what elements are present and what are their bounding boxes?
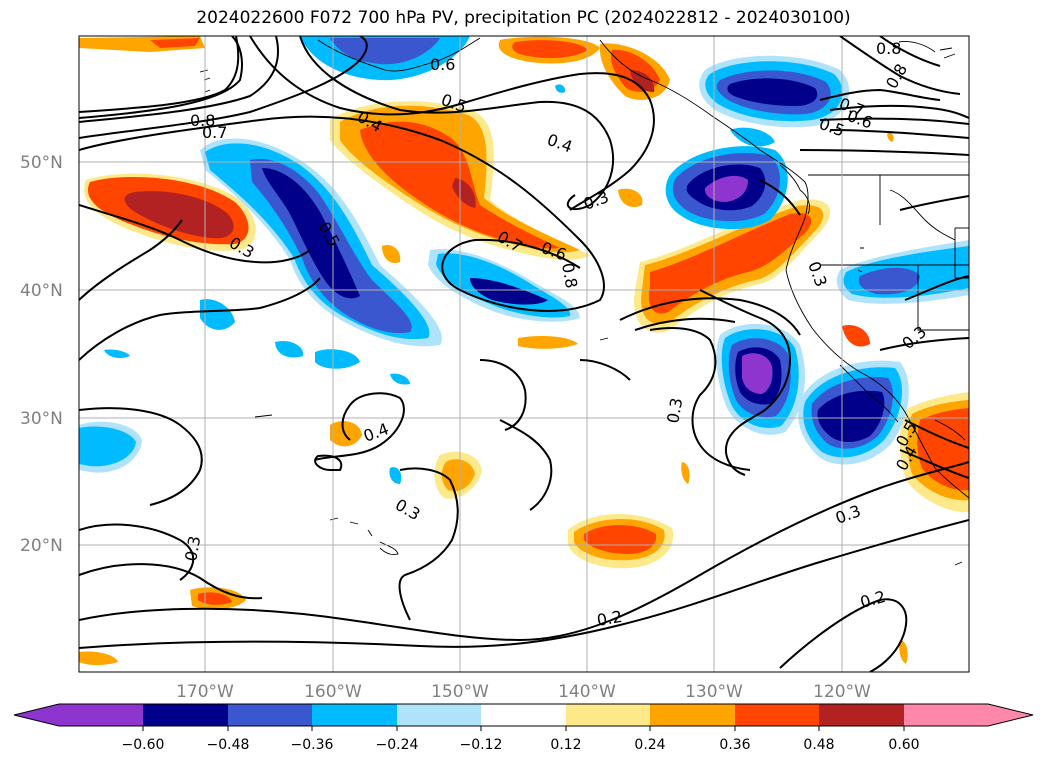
colorbar: −0.60 −0.48 −0.36 −0.24 −0.12 0.12 0.24 … bbox=[13, 703, 1034, 753]
colorbar-segment-10 bbox=[904, 704, 1033, 726]
map-plot-area: 0.6 0.8 0.8 0.5 0.7 0.4 0.5 0.6 0.8 0.7 … bbox=[79, 36, 969, 672]
colorbar-tick-label: −0.60 bbox=[122, 737, 165, 753]
colorbar-segment-3 bbox=[312, 704, 397, 726]
colorbar-segment-8 bbox=[735, 704, 819, 726]
colorbar-segment-0 bbox=[14, 704, 143, 726]
colorbar-segment-1 bbox=[143, 704, 228, 726]
lon-label: 120°W bbox=[813, 682, 871, 702]
contour-label: 0.6 bbox=[430, 55, 455, 74]
lat-label: 30°N bbox=[20, 409, 63, 429]
lon-label: 170°W bbox=[176, 682, 234, 702]
colorbar-segment-4 bbox=[397, 704, 481, 726]
lon-label: 130°W bbox=[685, 682, 743, 702]
colorbar-tick-label: −0.12 bbox=[460, 737, 503, 753]
colorbar-segment-2 bbox=[228, 704, 312, 726]
lat-label: 20°N bbox=[20, 536, 63, 556]
colorbar-tick-label: 0.36 bbox=[719, 737, 750, 753]
colorbar-segment-9 bbox=[819, 704, 904, 726]
contour-label: 0.3 bbox=[663, 396, 686, 424]
contour-label: 0.2 bbox=[595, 607, 623, 630]
lat-label: 50°N bbox=[20, 153, 63, 173]
lon-label: 140°W bbox=[558, 682, 616, 702]
contour-label: 0.8 bbox=[558, 261, 581, 289]
colorbar-tick-label: 0.12 bbox=[550, 737, 581, 753]
map-frame bbox=[78, 35, 970, 673]
colorbar-segment-5 bbox=[481, 704, 566, 726]
contour-label: 0.8 bbox=[876, 39, 901, 58]
colorbar-tick-label: −0.24 bbox=[376, 737, 419, 753]
contour-label: 0.8 bbox=[190, 111, 215, 130]
lon-label: 150°W bbox=[431, 682, 489, 702]
contour-label: 0.3 bbox=[181, 534, 204, 562]
colorbar-tick-label: 0.24 bbox=[634, 737, 665, 753]
colorbar-outline bbox=[13, 703, 1034, 727]
colorbar-tick-label: −0.48 bbox=[207, 737, 250, 753]
lon-label: 160°W bbox=[304, 682, 362, 702]
colorbar-segment-7 bbox=[650, 704, 735, 726]
colorbar-segment-6 bbox=[566, 704, 650, 726]
colorbar-tick-label: −0.36 bbox=[291, 737, 334, 753]
latitude-labels: 50°N 40°N 30°N 20°N bbox=[20, 153, 63, 556]
lat-label: 40°N bbox=[20, 281, 63, 301]
contour-label: 0.7 bbox=[202, 123, 227, 142]
pv-contours bbox=[79, 36, 969, 672]
colorbar-tick-label: 0.48 bbox=[803, 737, 834, 753]
colorbar-tick-label: 0.60 bbox=[888, 737, 919, 753]
colorbar-ticks bbox=[142, 726, 905, 731]
map-title: 2024022600 F072 700 hPa PV, precipitatio… bbox=[196, 8, 851, 28]
longitude-labels: 170°W 160°W 150°W 140°W 130°W 120°W bbox=[176, 682, 871, 702]
